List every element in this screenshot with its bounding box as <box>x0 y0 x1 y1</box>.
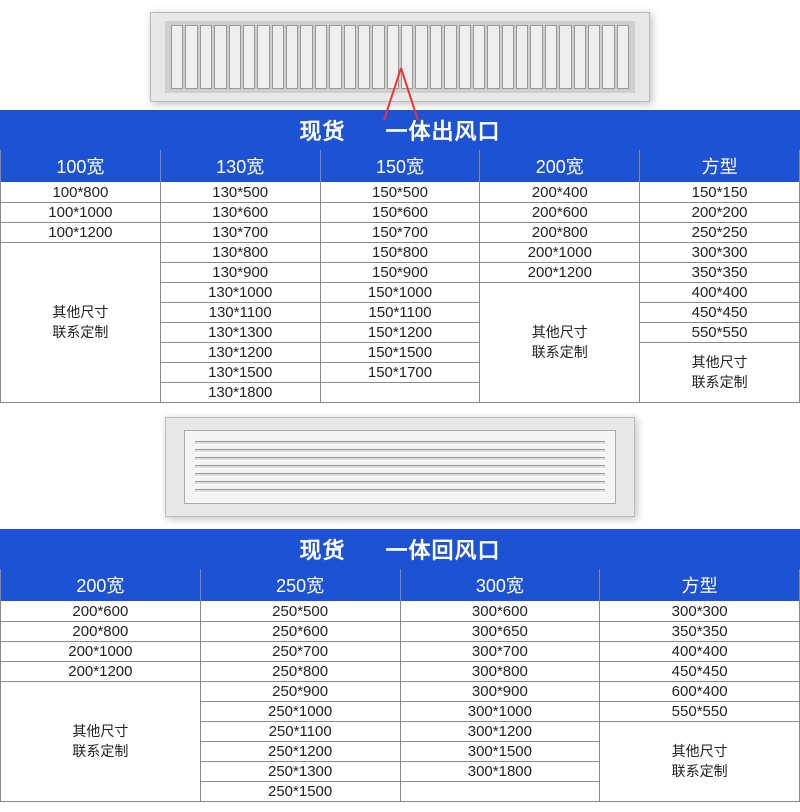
size-cell: 130*900 <box>161 263 320 283</box>
size-cell: 200*600 <box>480 203 639 223</box>
size-cell: 150*1700 <box>321 363 480 383</box>
size-cell: 150*1100 <box>321 303 480 323</box>
vent-horizontal-bars <box>184 430 616 504</box>
empty-cell <box>321 383 480 403</box>
size-cell: 100*1000 <box>1 203 160 223</box>
size-cell: 200*400 <box>480 183 639 203</box>
size-cell: 200*1200 <box>1 662 200 682</box>
size-cell: 300*800 <box>401 662 600 682</box>
size-cell: 150*1200 <box>321 323 480 343</box>
size-cell: 300*600 <box>401 602 600 622</box>
column-header: 250宽 <box>201 569 400 602</box>
size-cell: 150*600 <box>321 203 480 223</box>
size-cell: 300*300 <box>600 602 799 622</box>
size-cell: 550*550 <box>600 702 799 722</box>
section1-title: 现货 一体出风口 <box>0 110 800 150</box>
column-header: 100宽 <box>1 150 160 183</box>
vent-return-illustration <box>165 417 635 517</box>
size-cell: 150*900 <box>321 263 480 283</box>
size-cell: 150*150 <box>640 183 799 203</box>
size-cell: 300*1000 <box>401 702 600 722</box>
size-cell: 250*250 <box>640 223 799 243</box>
size-cell: 150*1500 <box>321 343 480 363</box>
column-header: 150宽 <box>321 150 480 183</box>
title-a: 现货 <box>299 119 345 144</box>
size-cell: 200*800 <box>480 223 639 243</box>
size-cell: 300*700 <box>401 642 600 662</box>
title-b: 一体回风口 <box>386 538 501 563</box>
size-cell: 130*800 <box>161 243 320 263</box>
size-cell: 450*450 <box>600 662 799 682</box>
size-cell: 250*1300 <box>201 762 400 782</box>
size-cell: 200*1200 <box>480 263 639 283</box>
custom-note: 其他尺寸 联系定制 <box>480 283 639 403</box>
size-cell: 250*900 <box>201 682 400 702</box>
size-cell: 130*1800 <box>161 383 320 403</box>
size-cell: 250*1200 <box>201 742 400 762</box>
size-cell: 150*500 <box>321 183 480 203</box>
column-header: 方型 <box>640 150 799 183</box>
size-cell: 130*1200 <box>161 343 320 363</box>
size-cell: 300*1200 <box>401 722 600 742</box>
size-cell: 250*1000 <box>201 702 400 722</box>
size-cell: 300*650 <box>401 622 600 642</box>
size-cell: 250*500 <box>201 602 400 622</box>
size-cell: 550*550 <box>640 323 799 343</box>
size-cell: 150*800 <box>321 243 480 263</box>
size-cell: 250*600 <box>201 622 400 642</box>
size-cell: 130*1300 <box>161 323 320 343</box>
custom-note: 其他尺寸 联系定制 <box>1 682 200 802</box>
size-cell: 350*350 <box>640 263 799 283</box>
size-cell: 130*600 <box>161 203 320 223</box>
vent-outlet-illustration <box>150 12 650 102</box>
column-header: 200宽 <box>480 150 639 183</box>
size-cell: 150*1000 <box>321 283 480 303</box>
size-cell: 300*300 <box>640 243 799 263</box>
size-cell: 300*900 <box>401 682 600 702</box>
size-cell: 200*200 <box>640 203 799 223</box>
size-cell: 250*800 <box>201 662 400 682</box>
size-cell: 130*1500 <box>161 363 320 383</box>
size-cell: 250*1500 <box>201 782 400 802</box>
column-header: 方型 <box>600 569 799 602</box>
size-cell: 200*1000 <box>480 243 639 263</box>
title-a: 现货 <box>299 538 345 563</box>
size-cell: 200*600 <box>1 602 200 622</box>
size-cell: 130*700 <box>161 223 320 243</box>
custom-note: 其他尺寸 联系定制 <box>640 343 799 403</box>
size-cell: 250*1100 <box>201 722 400 742</box>
size-cell: 130*1000 <box>161 283 320 303</box>
section2-table: 200宽200*600200*800200*1000200*1200其他尺寸 联… <box>0 569 800 802</box>
vent-fins <box>165 21 635 93</box>
size-cell: 250*700 <box>201 642 400 662</box>
size-cell: 150*700 <box>321 223 480 243</box>
custom-note: 其他尺寸 联系定制 <box>600 722 799 802</box>
size-cell: 200*1000 <box>1 642 200 662</box>
size-cell: 100*800 <box>1 183 160 203</box>
size-cell: 400*400 <box>600 642 799 662</box>
size-cell: 130*1100 <box>161 303 320 323</box>
section1-table: 100宽100*800100*1000100*1200其他尺寸 联系定制130宽… <box>0 150 800 403</box>
empty-cell <box>401 782 600 802</box>
size-cell: 300*1500 <box>401 742 600 762</box>
size-cell: 300*1800 <box>401 762 600 782</box>
size-cell: 350*350 <box>600 622 799 642</box>
title-b: 一体出风口 <box>386 119 501 144</box>
column-header: 200宽 <box>1 569 200 602</box>
size-cell: 130*500 <box>161 183 320 203</box>
size-cell: 600*400 <box>600 682 799 702</box>
section2-title: 现货 一体回风口 <box>0 529 800 569</box>
size-cell: 400*400 <box>640 283 799 303</box>
size-cell: 100*1200 <box>1 223 160 243</box>
column-header: 130宽 <box>161 150 320 183</box>
column-header: 300宽 <box>401 569 600 602</box>
size-cell: 200*800 <box>1 622 200 642</box>
size-cell: 450*450 <box>640 303 799 323</box>
custom-note: 其他尺寸 联系定制 <box>1 243 160 403</box>
